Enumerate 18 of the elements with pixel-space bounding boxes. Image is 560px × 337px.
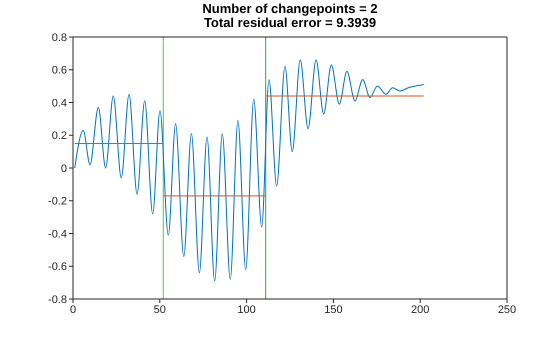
y-tick-label: -0.2 [48,196,67,208]
y-tick-label: -0.6 [48,261,67,274]
x-tick-label: 250 [498,304,516,316]
y-tick-label: 0.4 [52,97,67,110]
y-tick-label: 0.6 [52,64,67,77]
x-tick-label: 100 [237,304,256,316]
line-series [74,59,424,282]
x-tick-label: 50 [154,304,166,316]
y-tick-label: 0 [60,162,67,175]
y-tick-label: -0.8 [48,294,67,306]
y-tick-label: 0.2 [52,130,67,142]
y-tick-label: -0.4 [48,228,67,240]
chart-title: Number of changepoints = 2 [201,1,379,16]
chart-subtitle: Total residual error = 9.3939 [202,15,378,30]
x-tick-label: 0 [70,304,76,316]
x-tick-label: 150 [324,304,343,316]
y-tick-label: 0.8 [52,32,67,44]
x-tick-label: 200 [411,304,430,316]
